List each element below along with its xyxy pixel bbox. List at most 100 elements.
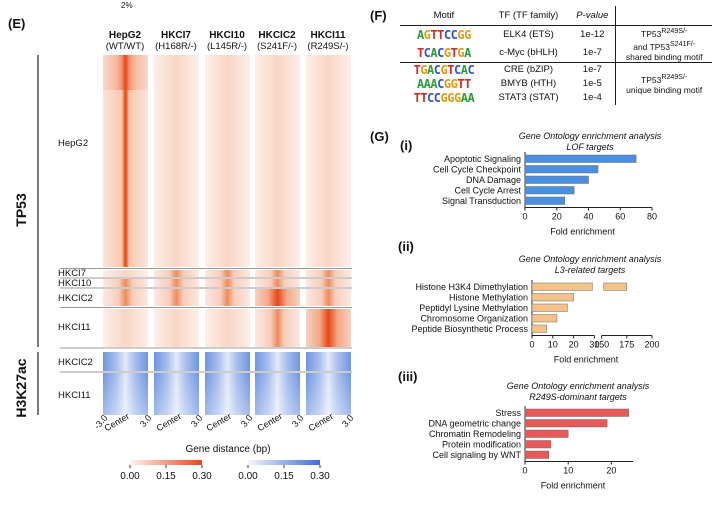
chart-lof-targets: (i) Gene Ontology enrichment analysis LO…: [400, 131, 662, 237]
column-genotype-hkcic2: (S241F/-): [257, 41, 297, 52]
motif-row: TGACGTCAC CRE (bZIP) 1e-7 TP53R249S/- un…: [400, 61, 712, 105]
category-label-peptidyl-lysine-methylation: Peptidyl Lysine Methylation: [419, 303, 528, 313]
motif-row: TCACGTGA c-Myc (bHLH) 1e-7: [400, 43, 712, 63]
bar-peptidyl-lysine-methylation: [531, 303, 568, 312]
colorbar-h3k27ac-tick-2: 0.30: [310, 471, 330, 482]
motif-logo-bmyb: AAACGGTT: [416, 76, 471, 91]
bar-histone-h3k4-dimethylation-broken: [603, 282, 628, 291]
row-label-h3k27ac-hkcic2: HKCIC2: [58, 357, 93, 368]
panel-g-label: (G): [370, 129, 389, 144]
category-label-dna-damage: DNA Damage: [466, 175, 521, 185]
shared-motif-note: TP53R249S/- and TP53S241F/- shared bindi…: [625, 27, 703, 62]
chart-l3-related-targets: (ii) Gene Ontology enrichment analysis L…: [398, 239, 662, 365]
x-tick-label-40: 40: [583, 212, 593, 222]
category-label-histone-h3k4-dimethylation: Histone H3K4 Dimethylation: [415, 282, 528, 292]
column-header-hkci10: HKCI10: [209, 30, 245, 41]
colorbar-h3k27ac-tick-0: 0.00: [238, 471, 258, 482]
colorbar-h3k27ac: 0.00 0.15 0.30: [238, 460, 330, 482]
bar-peptide-biosynthetic-process: [531, 324, 547, 333]
chart-ii-title-line1: Gene Ontology enrichment analysis: [519, 254, 662, 264]
colorbar-tp53: 0.00 0.15 0.30: [120, 460, 212, 482]
pvalue-stat3: 1e-4: [569, 90, 617, 105]
row-label-hkci7: HKCI7: [58, 268, 86, 279]
category-label-cell-cycle-arrest: Cell Cycle Arrest: [454, 186, 521, 196]
x-tick-hkci10-right: 3.0: [239, 413, 255, 429]
colorbar-h3k27ac-tick-1: 0.15: [274, 471, 294, 482]
category-label-histone-methylation: Histone Methylation: [449, 293, 528, 303]
tf-elk4: ELK4 (ETS): [503, 29, 554, 41]
bar-cell-cycle-checkpoint: [524, 165, 599, 174]
bar-histone-methylation: [531, 293, 574, 302]
x-tick-hkci7-right: 3.0: [189, 413, 205, 429]
row-label-h3k27ac-hkci11: HKCI11: [58, 390, 91, 401]
heatmap-x-axis-label: Gene distance (bp): [185, 444, 270, 455]
column-header-hepg2: HepG2: [109, 30, 142, 41]
tf-cmyc: c-Myc (bHLH): [499, 47, 558, 59]
x-tick-label-80: 80: [647, 212, 657, 222]
header-tf: TF (TF family): [487, 6, 570, 26]
x-tick-label-20: 20: [569, 340, 579, 350]
chart-ii-roman: (ii): [398, 239, 414, 254]
row-label-hkci11: HKCI11: [58, 322, 91, 333]
category-label-cell-signaling-by-wnt: Cell signaling by WNT: [432, 450, 521, 460]
bar-chromatin-remodeling: [524, 429, 569, 438]
bar-cell-signaling-by-wnt: [524, 450, 550, 459]
chart-iii-roman: (iii): [398, 369, 418, 384]
category-label-chromatin-remodeling: Chromatin Remodeling: [429, 429, 521, 439]
colorbar-tp53-tick-1: 0.15: [156, 471, 176, 482]
motif-logo-cmyc: TCACGTGA: [416, 45, 471, 60]
category-label-peptide-biosynthetic-process: Peptide Biosynthetic Process: [411, 324, 528, 334]
x-axis-label: Fold enrichment: [550, 227, 615, 237]
chart-iii-title-line1: Gene Ontology enrichment analysis: [507, 381, 650, 391]
chart-i-title-line2: LOF targets: [566, 142, 614, 152]
bar-signal-transduction: [524, 196, 565, 205]
column-genotype-hepg2: (WT/WT): [106, 41, 145, 52]
x-tick-hkci11-right: 3.0: [340, 413, 356, 429]
chart-ii-title-line2: L3-related targets: [555, 265, 626, 275]
bar-protein-modification: [524, 440, 552, 449]
x-tick-label-0: 0: [522, 212, 527, 222]
category-label-signal-transduction: Signal Transduction: [442, 196, 521, 206]
row-label-hepg2: HepG2: [58, 138, 88, 149]
row-label-hkci10: HKCI10: [58, 278, 91, 289]
bar-apoptotic-signaling: [524, 154, 637, 163]
bar-stress: [524, 408, 629, 417]
pvalue-elk4: 1e-12: [569, 25, 617, 44]
bar-cell-cycle-arrest: [524, 186, 575, 195]
motif-table: Motif TF (TF family) P-value AGTTCCGG EL…: [400, 6, 712, 105]
bar-chromosome-organization: [531, 314, 558, 323]
category-label-protein-modification: Protein modification: [442, 440, 521, 450]
header-motif: Motif: [400, 6, 488, 26]
x-axis-label: Fold enrichment: [541, 481, 606, 491]
colorbar-tp53-tick-0: 0.00: [120, 471, 140, 482]
category-label-chromosome-organization: Chromosome Organization: [420, 314, 528, 324]
heatmap-column-hkcic2: [255, 55, 300, 415]
heatmap-column-hkci11: [306, 55, 351, 415]
x-tick-hepg2-right: 3.0: [138, 413, 154, 429]
pvalue-cre: 1e-7: [569, 61, 617, 77]
x-tick-label-10: 10: [548, 340, 558, 350]
motif-row: TTCCGGGAA STAT3 (STAT) 1e-4: [400, 90, 712, 105]
chart-r249s-dominant-targets: (iii) Gene Ontology enrichment analysis …: [398, 369, 650, 491]
column-genotype-hkci10: (L145R/-): [207, 41, 247, 52]
tp53-group-label: TP53: [13, 193, 29, 227]
pvalue-bmyb: 1e-5: [569, 76, 617, 91]
column-genotype-hkci11: (R249S/-): [307, 41, 348, 52]
chart-i-roman: (i): [400, 138, 412, 153]
column-header-hkci7: HKCI7: [161, 30, 191, 41]
tf-bmyb: BMYB (HTH): [500, 78, 557, 90]
bar-dna-damage: [524, 175, 589, 184]
chart-i-title-line1: Gene Ontology enrichment analysis: [519, 131, 662, 141]
category-label-stress: Stress: [495, 408, 521, 418]
x-tick-label-200: 200: [644, 340, 659, 350]
h3k27ac-group-label: H3K27ac: [13, 358, 29, 417]
unique-motif-note: TP53R249S/- unique binding motif: [615, 61, 712, 105]
motif-table-header: Motif TF (TF family) P-value: [400, 6, 712, 26]
motif-row: AGTTCCGG ELK4 (ETS) 1e-12 TP53R249S/- an…: [400, 25, 712, 62]
pvalue-cmyc: 1e-7: [569, 43, 617, 63]
column-genotype-hkci7: (H168R/-): [155, 41, 197, 52]
tf-stat3: STAT3 (STAT): [498, 92, 559, 104]
heatmap-column-hkci7: [154, 55, 199, 415]
row-label-hkcic2: HKCIC2: [58, 293, 93, 304]
